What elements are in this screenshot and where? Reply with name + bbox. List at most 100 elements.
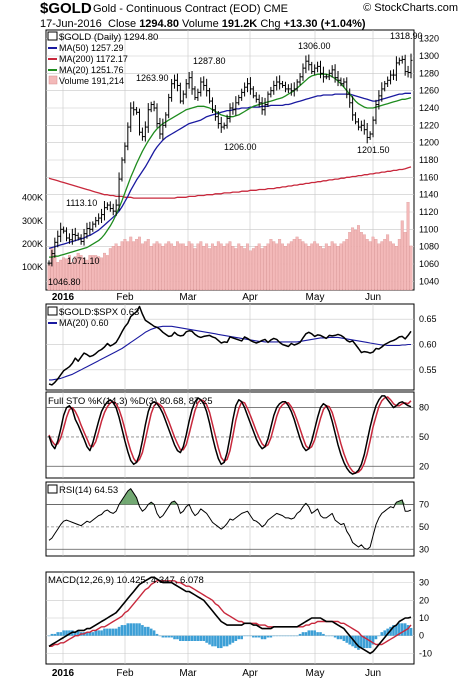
volume-bar <box>298 239 302 291</box>
macd-histogram-bar <box>263 635 267 640</box>
ratio-line <box>48 305 412 386</box>
volume-bar <box>321 248 325 291</box>
macd-histogram-bar <box>103 628 106 636</box>
macd-histogram-bar <box>120 625 124 636</box>
macd-histogram-bar <box>377 635 381 637</box>
ratio-legend: $GOLD:$SPX 0.63 <box>59 307 139 318</box>
volume-bar <box>114 243 118 291</box>
volume-bar <box>170 243 174 291</box>
ratio-panel-frame <box>45 303 415 391</box>
macd-histogram-bar <box>97 630 100 636</box>
volume-bar <box>400 220 404 291</box>
volume-bar <box>181 243 185 291</box>
macd-histogram-bar <box>301 632 305 636</box>
volume-bar <box>88 255 92 291</box>
price-annotation: 1046.80 <box>48 277 81 287</box>
macd-histogram-bar <box>357 635 360 650</box>
macd-histogram-bar <box>281 635 284 637</box>
macd-histogram-bar <box>249 635 252 637</box>
volume-tick-label: 100K <box>22 262 43 272</box>
macd-histogram-bar <box>362 635 366 649</box>
x-tick-label: Jun <box>365 292 381 303</box>
macd-histogram-bar <box>88 632 92 636</box>
volume-label: Volume <box>182 18 219 30</box>
volume-bar <box>301 241 305 291</box>
macd-histogram-bar <box>158 635 162 637</box>
macd-histogram-bar <box>222 635 226 647</box>
x-tick-label: Mar <box>179 668 197 679</box>
macd-histogram-bar <box>91 632 95 636</box>
macd-histogram-bar <box>275 635 279 637</box>
macd-histogram-bar <box>395 625 398 636</box>
y-tick-label: 30 <box>419 544 429 554</box>
stoch-d-line <box>48 396 412 474</box>
volume-bar <box>178 243 182 291</box>
y-tick-label: 0.55 <box>419 365 437 375</box>
macd-histogram-bar <box>138 623 141 636</box>
macd-histogram-bar <box>132 623 135 636</box>
y-tick-label: 50 <box>419 522 429 532</box>
macd-histogram-bar <box>114 628 118 636</box>
macd-histogram-bar <box>342 635 346 641</box>
macd-histogram-bar <box>304 632 308 636</box>
volume-bar <box>228 241 232 291</box>
macd-histogram-bar <box>56 632 60 636</box>
y-tick-label: 1300 <box>419 51 439 61</box>
volume-bar <box>327 246 331 291</box>
ma50-legend: MA(50) 1257.29 <box>59 43 124 53</box>
volume-bar <box>263 246 267 291</box>
macd-histogram-bar <box>287 635 290 637</box>
macd-signal-line <box>49 580 412 647</box>
y-tick-label: 20 <box>419 461 429 471</box>
macd-histogram-bar <box>100 630 103 636</box>
volume-bar <box>211 243 214 291</box>
macd-histogram-bar <box>211 635 214 647</box>
y-tick-label: 1200 <box>419 138 439 148</box>
volume-bar <box>50 248 54 291</box>
macd-histogram-bar <box>371 635 375 645</box>
ma200-legend: MA(200) 1172.17 <box>59 54 128 64</box>
macd-histogram-bar <box>73 632 77 636</box>
volume-bar <box>138 236 141 291</box>
volume-bar <box>354 229 357 291</box>
macd-histogram-bar <box>170 635 173 638</box>
volume-bar <box>243 248 247 291</box>
macd-histogram-bar <box>284 635 287 637</box>
volume-bar <box>140 243 144 291</box>
volume-tick-label: 400K <box>22 193 43 203</box>
x-tick-label: Jun <box>365 668 381 679</box>
volume-bar <box>281 243 284 291</box>
price-annotation: 1306.00 <box>298 41 331 51</box>
rsi-legend-swatch <box>47 484 58 494</box>
macd-histogram-bar <box>111 628 115 636</box>
volume-bar <box>257 243 261 291</box>
volume-bar <box>208 248 212 291</box>
volume-bar <box>316 243 320 291</box>
rsi-legend: RSI(14) 64.53 <box>59 485 118 496</box>
volume-bar <box>91 255 95 291</box>
macd-histogram-bar <box>254 635 258 638</box>
x-tick-label: Apr <box>242 668 258 679</box>
symbol-title: $GOLD <box>40 0 92 17</box>
volume-bar <box>380 241 384 291</box>
macd-histogram-bar <box>336 635 340 640</box>
volume-bar <box>205 243 209 291</box>
volume-bar <box>289 241 293 291</box>
volume-bar <box>275 243 279 291</box>
volume-bar <box>240 246 244 291</box>
y-tick-label: 0.65 <box>419 314 437 324</box>
macd-histogram-bar <box>231 635 235 643</box>
macd-line <box>48 576 412 655</box>
macd-histogram-bar <box>398 623 401 636</box>
price-annotation: 1318.90 <box>390 31 423 41</box>
volume-bar <box>132 241 136 291</box>
volume-bar <box>187 241 191 291</box>
volume-bar <box>330 241 334 291</box>
macd-histogram-bar <box>146 626 150 636</box>
volume-bar <box>213 246 217 291</box>
macd-histogram-bar <box>85 632 89 636</box>
brand-label[interactable]: © StockCharts.com <box>363 2 458 14</box>
macd-histogram-bar <box>400 623 404 636</box>
macd-histogram-bar <box>225 635 229 647</box>
macd-histogram-bar <box>298 633 302 636</box>
